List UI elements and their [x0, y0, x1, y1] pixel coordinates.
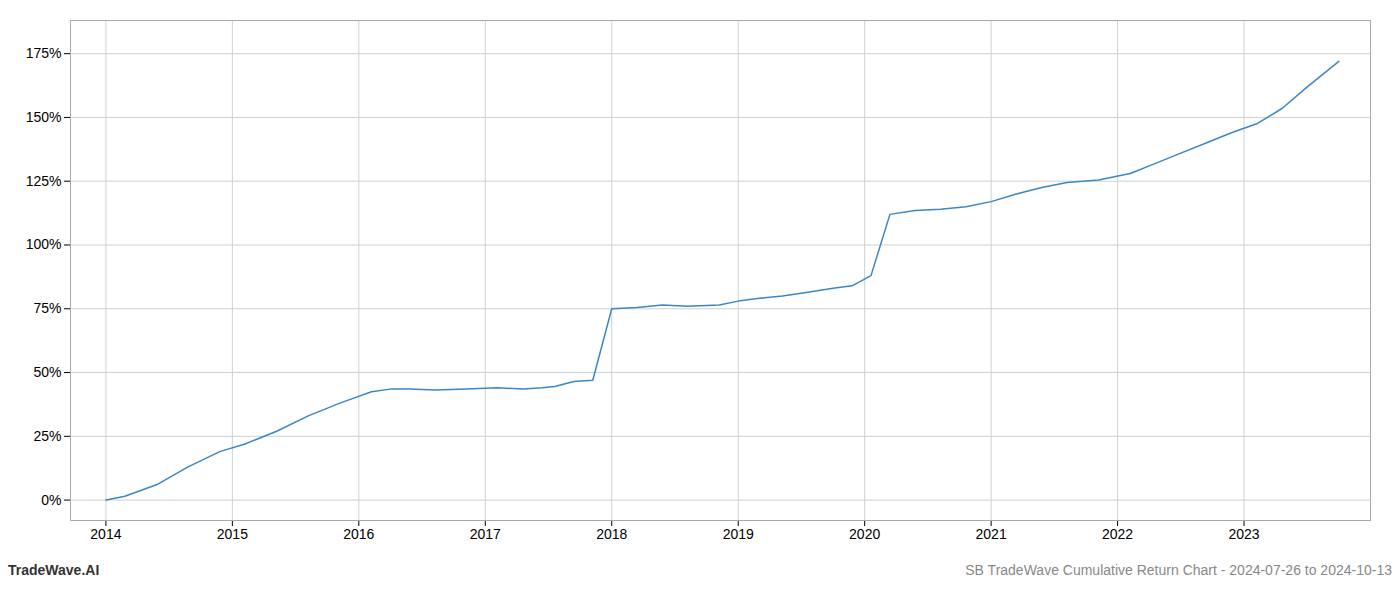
- svg-text:2020: 2020: [849, 526, 880, 542]
- svg-text:2014: 2014: [90, 526, 121, 542]
- svg-text:175%: 175%: [26, 45, 62, 61]
- svg-text:2016: 2016: [343, 526, 374, 542]
- svg-text:75%: 75%: [33, 300, 61, 316]
- svg-text:100%: 100%: [26, 236, 62, 252]
- svg-text:2018: 2018: [596, 526, 627, 542]
- svg-text:2023: 2023: [1228, 526, 1259, 542]
- svg-text:2022: 2022: [1102, 526, 1133, 542]
- svg-text:50%: 50%: [33, 364, 61, 380]
- svg-text:150%: 150%: [26, 109, 62, 125]
- html-text:SB TradeWave Cumulative Return: SB TradeWave Cumulative Return Chart - 2…: [965, 562, 1392, 578]
- svg-text:2019: 2019: [723, 526, 754, 542]
- svg-text:0%: 0%: [41, 492, 61, 508]
- svg-text:2015: 2015: [217, 526, 248, 542]
- svg-text:25%: 25%: [33, 428, 61, 444]
- svg-text:125%: 125%: [26, 173, 62, 189]
- html-text:TradeWave.AI: TradeWave.AI: [8, 562, 100, 578]
- svg-text:2017: 2017: [470, 526, 501, 542]
- svg-text:2021: 2021: [976, 526, 1007, 542]
